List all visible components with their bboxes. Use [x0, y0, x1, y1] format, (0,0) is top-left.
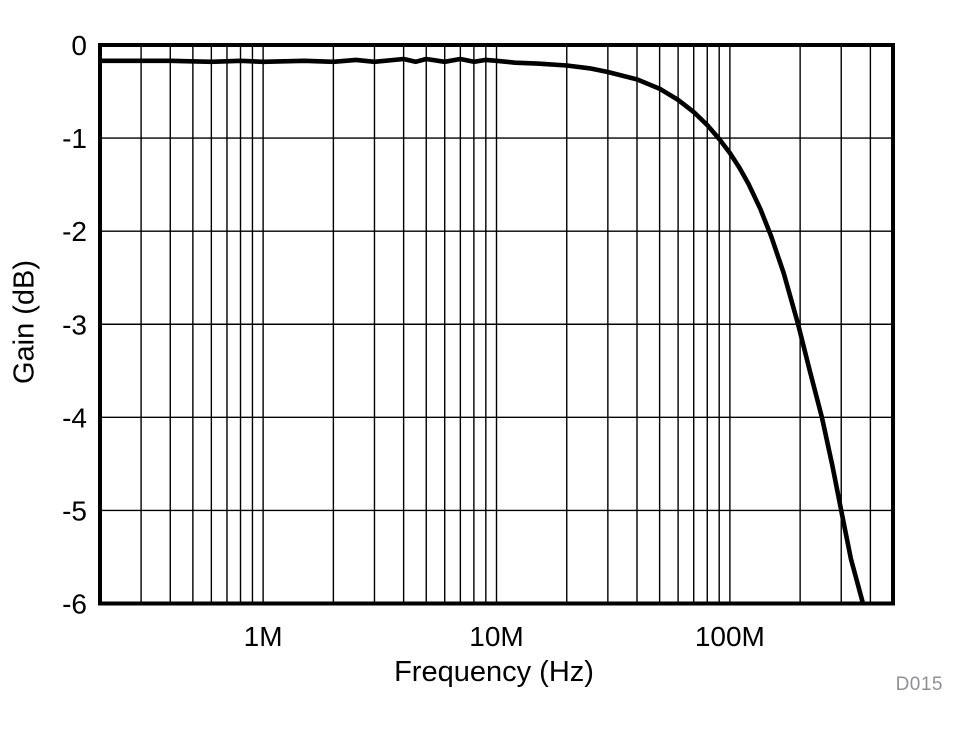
y-tick-label: -4	[62, 402, 87, 433]
x-axis-title: Frequency (Hz)	[394, 656, 594, 688]
y-tick-label: -1	[62, 123, 87, 154]
y-axis-title: Gain (dB)	[8, 259, 41, 385]
y-tick-label: -2	[62, 216, 87, 247]
plot-frame	[98, 43, 895, 606]
x-tick-label: 10M	[469, 621, 523, 652]
gain-curve	[100, 56, 866, 605]
x-tick-label: 100M	[695, 621, 765, 652]
y-tick-label: -6	[62, 589, 87, 620]
y-tick-label: 0	[71, 30, 87, 61]
y-tick-label: -3	[62, 309, 87, 340]
y-tick-label: -5	[62, 495, 87, 526]
x-tick-label: 1M	[244, 621, 283, 652]
figure-id-watermark: D015	[895, 674, 943, 695]
